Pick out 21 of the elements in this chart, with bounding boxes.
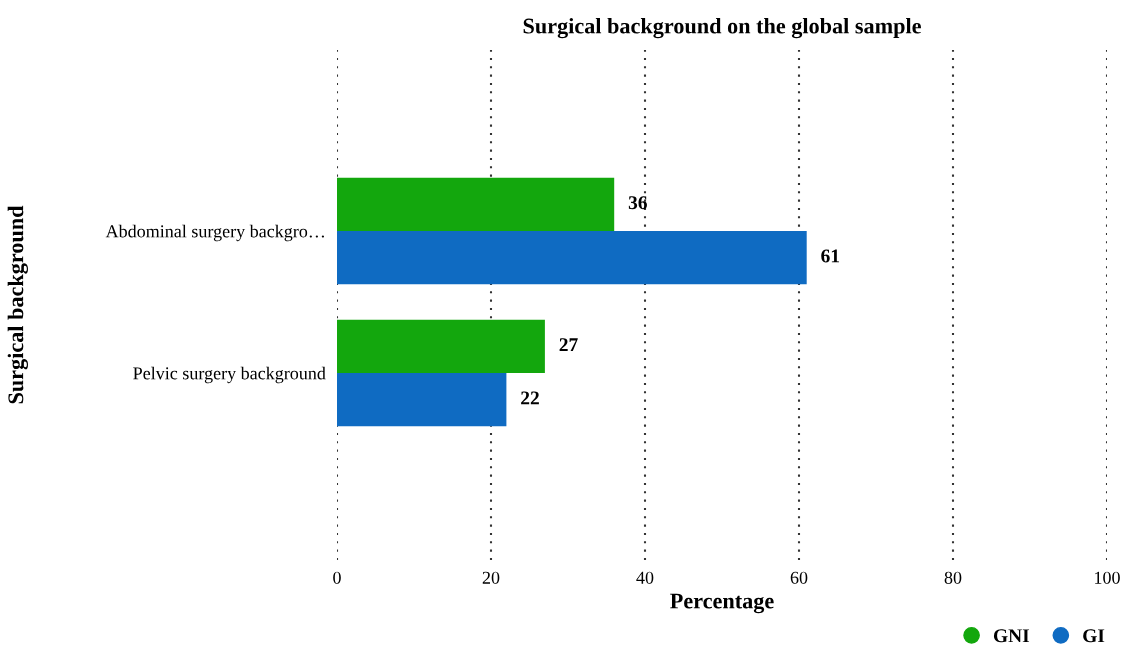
bar <box>337 319 545 373</box>
legend-label: GNI <box>993 629 1030 643</box>
x-tick-label: 20 <box>482 571 500 584</box>
x-tick-label: 60 <box>790 571 808 584</box>
chart-title: Surgical background on the global sample <box>523 17 921 39</box>
legend-label: GI <box>1083 629 1105 643</box>
x-tick-label: 100 <box>1095 571 1120 584</box>
data-label: 22 <box>521 391 539 405</box>
y-tick-label: Pelvic surgery background <box>133 366 326 384</box>
data-label: 61 <box>821 249 840 263</box>
bar <box>337 177 615 231</box>
x-tick-label: 0 <box>333 571 341 584</box>
x-axis-title: Percentage <box>670 593 774 614</box>
y-axis-title: Surgical background <box>7 205 28 404</box>
bar <box>337 373 507 427</box>
y-tick-label: Abdominal surgery backgro… <box>105 224 324 242</box>
x-tick-label: 80 <box>944 571 962 584</box>
data-label: 36 <box>628 196 647 210</box>
data-label: 27 <box>559 338 578 352</box>
bar <box>337 231 807 285</box>
x-tick-label: 40 <box>636 571 654 584</box>
